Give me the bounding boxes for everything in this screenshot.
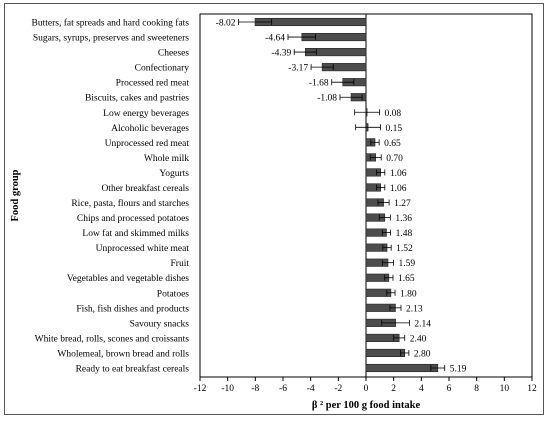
category-label: Other breakfast cereals: [101, 183, 189, 194]
data-label: 1.27: [394, 199, 411, 209]
x-tick-label: -4: [307, 384, 315, 394]
x-tick-label: 10: [500, 384, 510, 394]
category-label: Yogurts: [159, 169, 189, 179]
category-label: Fruit: [171, 259, 190, 269]
x-tick-label: 8: [474, 384, 479, 394]
data-label: 0.15: [386, 124, 403, 134]
category-label: Low fat and skimmed milks: [82, 228, 189, 239]
x-axis-label: β ² per 100 g food intake: [312, 400, 421, 411]
data-label: 2.40: [410, 334, 427, 344]
data-label: 1.36: [395, 214, 412, 224]
category-label: Savoury snacks: [130, 319, 190, 329]
data-label: 1.59: [399, 259, 416, 269]
category-label: White bread, rolls, scones and croissant…: [35, 334, 190, 344]
x-tick-label: -12: [194, 384, 207, 394]
category-label: Cheeses: [158, 49, 189, 59]
x-tick-label: 12: [527, 384, 537, 394]
category-label: Rice, pasta, flours and starches: [71, 198, 189, 209]
x-tick-label: -8: [251, 384, 259, 394]
data-label: -1.68: [309, 79, 329, 89]
x-tick-label: -6: [279, 384, 287, 394]
data-label: 1.65: [398, 274, 415, 284]
data-label: 1.48: [396, 229, 413, 239]
category-label: Low energy beverages: [103, 109, 189, 119]
category-label: Sugars, syrups, preserves and sweeteners: [33, 34, 189, 44]
data-label: 1.06: [390, 184, 407, 194]
data-label: -3.17: [288, 64, 308, 74]
data-label: -4.64: [265, 34, 285, 44]
category-label: Unprocessed red meat: [105, 139, 190, 149]
x-tick-label: 2: [391, 384, 396, 394]
data-label: 0.70: [386, 154, 403, 164]
category-label: Confectionary: [135, 63, 190, 74]
category-label: Chips and processed potatoes: [77, 214, 189, 224]
data-label: 5.19: [450, 365, 467, 375]
data-label: -8.02: [216, 19, 236, 29]
category-label: Potatoes: [157, 289, 189, 299]
bar: [365, 348, 406, 358]
category-label: Vegetables and vegetable dishes: [67, 274, 189, 284]
category-label: Biscuits, cakes and pastries: [85, 94, 189, 104]
data-label: 0.65: [384, 139, 401, 149]
data-label: -4.39: [271, 49, 291, 59]
data-label: 1.06: [390, 169, 407, 179]
data-label: 0.08: [385, 109, 402, 119]
data-label: 2.13: [406, 304, 423, 314]
chart-frame: [4, 3, 544, 415]
category-label: Ready to eat breakfast cereals: [76, 364, 190, 375]
x-tick-label: -10: [221, 384, 234, 394]
category-label: Processed red meat: [116, 79, 190, 89]
x-tick-label: -2: [334, 384, 342, 394]
bar: [365, 363, 439, 373]
data-label: 2.80: [414, 349, 431, 359]
category-label: Fish, fish dishes and products: [76, 303, 189, 314]
data-label: 1.80: [400, 289, 417, 299]
data-label: 1.52: [396, 244, 413, 254]
y-axis-label: Food group: [10, 169, 21, 221]
x-tick-label: 4: [419, 384, 424, 394]
category-label: Alcoholic beverages: [111, 124, 189, 134]
category-label: Whole milk: [144, 154, 189, 164]
category-label: Unprocessed white meat: [96, 244, 190, 254]
category-label: Wholemeal, brown bread and rolls: [57, 349, 189, 359]
x-tick-label: 0: [364, 384, 369, 394]
data-label: -1.08: [317, 94, 337, 104]
category-label: Butters, fat spreads and hard cooking fa…: [32, 18, 190, 29]
x-tick-label: 6: [447, 384, 452, 394]
data-label: 2.14: [414, 319, 431, 329]
